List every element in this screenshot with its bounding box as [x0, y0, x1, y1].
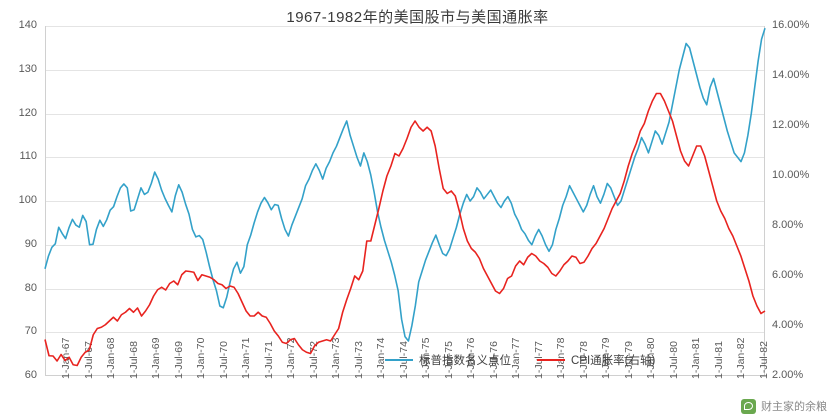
right-axis-tick-label: 12.00%	[772, 119, 810, 131]
x-axis-tick-label: 1-Jul-80	[667, 341, 680, 379]
watermark: 财主家的余粮	[741, 398, 827, 414]
gridline	[46, 69, 764, 71]
chart-title: 1967-1982年的美国股市与美国通胀率	[286, 9, 549, 26]
legend-item-sp500: 标普指数名义点位	[385, 352, 511, 368]
x-axis-tick-label: 1-Jul-72	[307, 341, 320, 379]
watermark-text: 财主家的余粮	[761, 401, 827, 413]
x-axis-tick-label: 1-Jul-81	[712, 341, 725, 379]
x-axis-tick-label: 1-Jul-67	[82, 341, 95, 379]
gridline	[46, 288, 764, 290]
x-axis-tick-label: 1-Jul-82	[757, 341, 770, 379]
x-axis-tick-label: 1-Jan-69	[150, 337, 163, 379]
legend-swatch-cpi	[537, 359, 565, 361]
gridline	[46, 201, 764, 202]
left-axis-tick-label: 140	[18, 19, 37, 31]
left-axis-tick-label: 90	[24, 237, 37, 250]
gridline	[46, 26, 764, 27]
x-axis-tick-label: 1-Jul-70	[217, 341, 230, 379]
left-axis-tick-label: 60	[24, 369, 37, 381]
x-axis-tick-label: 1-Jan-73	[330, 337, 343, 379]
x-axis-tick-label: 1-Jan-68	[105, 337, 118, 379]
right-axis-tick-label: 6.00%	[772, 269, 804, 281]
right-axis-tick-label: 8.00%	[772, 219, 804, 231]
legend-label-cpi: CPI通胀率(右轴)	[571, 355, 656, 367]
legend-item-cpi: CPI通胀率(右轴)	[537, 352, 655, 368]
x-axis-tick-label: 1-Jan-71	[240, 337, 253, 379]
left-axis-tick-label: 100	[18, 194, 37, 206]
legend-label-sp500: 标普指数名义点位	[419, 355, 511, 367]
right-axis-tick-label: 14.00%	[772, 69, 810, 81]
left-axis-tick-label: 80	[24, 281, 37, 294]
x-axis-tick-label: 1-Jul-73	[352, 341, 365, 379]
x-axis-tick-label: 1-Jan-70	[195, 337, 208, 379]
plot-area	[45, 26, 765, 376]
x-axis-tick-label: 1-Jul-71	[262, 341, 275, 379]
gridline	[46, 244, 764, 246]
left-axis-tick-label: 110	[19, 150, 37, 163]
x-axis-tick-label: 1-Jan-67	[60, 337, 73, 379]
right-axis-tick-label: 2.00%	[772, 369, 804, 381]
legend-swatch-sp500	[385, 359, 413, 361]
gridline	[46, 113, 764, 115]
right-axis-tick-label: 16.00%	[772, 19, 810, 31]
x-axis-tick-label: 1-Jul-68	[127, 341, 140, 379]
left-axis-tick-label: 70	[24, 325, 37, 338]
x-axis-tick-label: 1-Jul-69	[172, 341, 185, 379]
x-axis-tick-label: 1-Jan-81	[690, 337, 703, 379]
gridline	[46, 157, 764, 159]
x-axis-tick-label: 1-Jan-72	[285, 337, 298, 379]
leaf-icon	[741, 398, 756, 414]
gridline	[46, 332, 764, 334]
left-axis-tick-label: 120	[18, 106, 37, 119]
left-axis-tick-label: 130	[18, 62, 37, 75]
right-axis-tick-label: 10.00%	[772, 169, 810, 181]
right-axis-tick-label: 4.00%	[772, 319, 804, 331]
x-axis-tick-label: 1-Jan-82	[735, 337, 748, 379]
chart-legend: 标普指数名义点位 CPI通胀率(右轴)	[385, 352, 655, 368]
